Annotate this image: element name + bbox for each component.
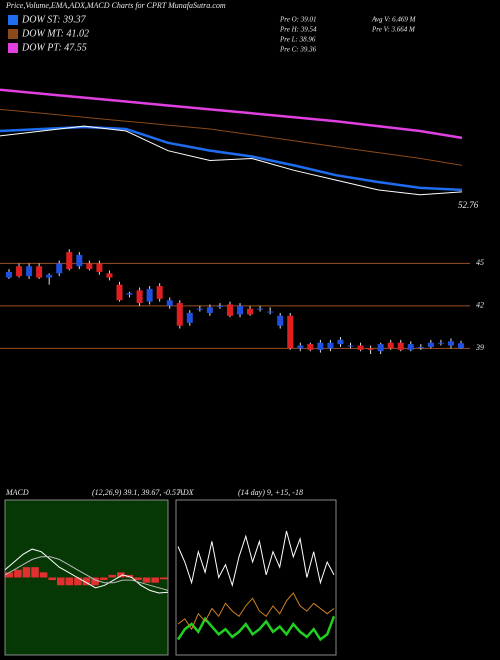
histogram-bar [108, 574, 117, 578]
candle-body [237, 305, 244, 315]
legend-swatch [8, 29, 18, 39]
histogram-bar [91, 577, 99, 586]
candle-body [56, 263, 63, 274]
candle-body [327, 342, 334, 349]
panel-subtitle: (12,26,9) 39.1, 39.67, -0.57 [92, 488, 181, 497]
candle-body [317, 342, 324, 350]
stat-label: Pre C: 39.36 [279, 46, 317, 54]
legend-swatch [8, 43, 18, 53]
candle-body [387, 342, 394, 349]
candle-body [357, 345, 364, 350]
candle-body [96, 263, 103, 272]
candle-body [36, 266, 43, 278]
histogram-bar [5, 572, 14, 578]
candle-body [166, 300, 173, 306]
legend-swatch [8, 15, 18, 25]
candle-body [397, 342, 404, 350]
histogram-bar [31, 567, 39, 578]
legend-label: DOW PT: 47.55 [21, 42, 87, 53]
macd-line [4, 548, 169, 594]
histogram-bar [48, 577, 56, 581]
candle-body [277, 315, 284, 326]
histogram-bar [134, 577, 142, 581]
candle-body [46, 274, 53, 278]
candle-body [206, 307, 213, 313]
candle-body [136, 290, 143, 304]
y-tick-label: 39 [475, 343, 484, 352]
candle-body [26, 266, 33, 277]
candle-body [407, 344, 414, 350]
candle-body [66, 252, 73, 270]
stat-label: 52.76 [458, 200, 479, 210]
candle-body [156, 286, 163, 299]
adx-line [176, 615, 336, 642]
y-tick-label: 42 [476, 301, 484, 310]
candle-body [106, 273, 113, 278]
histogram-bar [151, 577, 159, 583]
stat-label: Pre L: 38.96 [279, 36, 316, 44]
candle-body [367, 348, 374, 350]
candle-body [186, 312, 193, 323]
stat-label: Pre H: 39.54 [279, 26, 317, 34]
candle-body [447, 341, 454, 346]
ema-line [0, 125, 463, 196]
ema-line [0, 108, 463, 166]
candle-body [226, 304, 233, 316]
histogram-bar [39, 572, 48, 578]
histogram-bar [82, 577, 91, 586]
candle-body [126, 293, 133, 295]
candle-body [437, 342, 444, 344]
candle-body [176, 303, 183, 326]
candle-body [116, 284, 123, 301]
stat-label: Pre V: 3.664 M [371, 26, 416, 34]
candle-body [337, 339, 344, 345]
stat-label: Avg V: 6.469 M [371, 16, 417, 24]
histogram-bar [22, 567, 31, 578]
stat-label: Pre O: 39.01 [279, 16, 316, 24]
candle-body [76, 254, 83, 267]
chart-title: Price,Volume,EMA,ADX,MACD Charts for CPR… [5, 1, 226, 10]
adx-line [177, 592, 335, 631]
candle-body [216, 305, 223, 307]
adx-line [177, 530, 335, 588]
panel [175, 499, 337, 656]
candle-body [417, 346, 424, 348]
candle-body [16, 266, 23, 277]
candle-body [287, 315, 294, 349]
histogram-bar [117, 572, 125, 578]
y-tick-label: 45 [476, 258, 484, 267]
histogram-bar [14, 569, 22, 578]
macd-line [4, 556, 169, 591]
candle-body [86, 263, 93, 270]
candle-body [247, 308, 254, 315]
histogram-bar [65, 577, 74, 586]
histogram-bar [56, 577, 65, 586]
panel-title: ADX [177, 488, 195, 497]
histogram-bar [159, 577, 168, 580]
candle-body [458, 343, 464, 349]
candle-body [6, 271, 12, 278]
candle-body [146, 288, 153, 302]
histogram-bar [125, 574, 134, 578]
legend-label: DOW ST: 39.37 [21, 14, 87, 25]
ema-line [0, 125, 463, 192]
candle-body [297, 345, 304, 349]
candle-body [347, 345, 354, 347]
histogram-bar [142, 577, 151, 583]
panel-subtitle: (14 day) 9, +15, -18 [238, 488, 303, 497]
candle-body [377, 344, 384, 352]
ema-line [0, 88, 463, 140]
panel-title: MACD [5, 488, 29, 497]
histogram-bar [74, 577, 82, 586]
candle-body [307, 344, 314, 350]
legend-label: DOW MT: 41.02 [21, 28, 89, 39]
histogram-bar [99, 577, 108, 581]
candle-body [257, 308, 264, 310]
candle-body [427, 342, 434, 347]
candle-body [267, 311, 274, 313]
candle-body [196, 308, 203, 310]
